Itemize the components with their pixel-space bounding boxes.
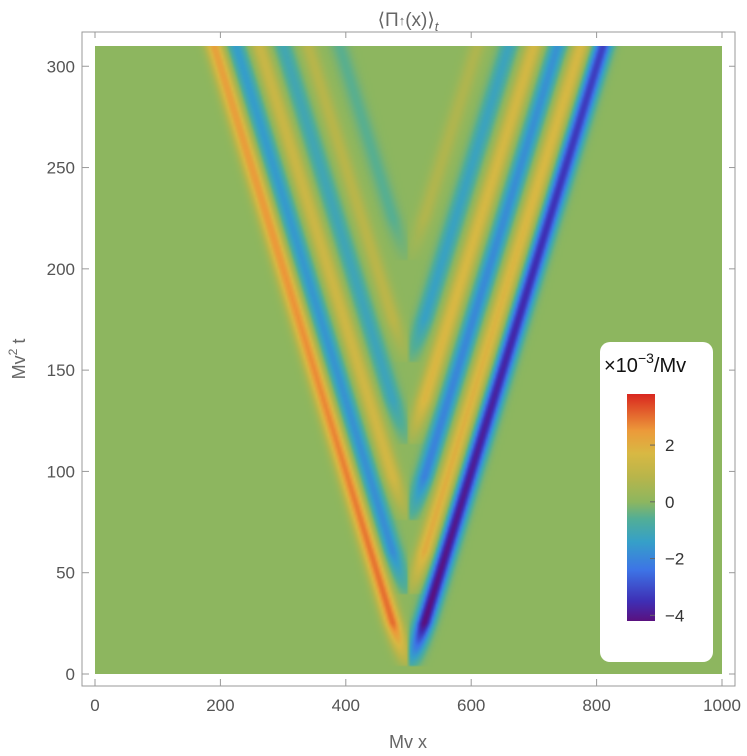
x-tick-label: 800	[582, 696, 610, 715]
x-tick-label: 600	[457, 696, 485, 715]
colorbar-panel	[600, 342, 713, 662]
colorbar-tick-label: −2	[665, 550, 684, 569]
colorbar-title: ×10−3/Mv	[604, 350, 686, 377]
frame	[81, 31, 736, 687]
x-axis-ticks: 0 200 400 600 800 1000	[90, 32, 741, 715]
x-tick-label: 400	[332, 696, 360, 715]
y-tick-label: 50	[56, 564, 75, 583]
colorbar-ticks: 2 0 −2 −4	[650, 436, 684, 625]
colorbar-tick-label: 0	[665, 493, 674, 512]
x-axis-label: Mv x	[389, 732, 427, 752]
colorbar-tick-label: 2	[665, 436, 674, 455]
y-tick-label: 300	[47, 57, 75, 76]
y-tick-label: 0	[66, 665, 75, 684]
y-tick-label: 100	[47, 462, 75, 481]
y-tick-label: 200	[47, 260, 75, 279]
y-axis-ticks: 0 50 100 150 200 250 300	[47, 57, 735, 684]
x-tick-label: 0	[90, 696, 99, 715]
colorbar-legend: ×10−3/Mv 2 0 −2 −4	[600, 342, 713, 662]
y-axis-label: Mv2 t	[6, 339, 29, 380]
chart-title: ⟨Π↑(x)⟩t	[378, 10, 440, 34]
colorbar-tick-label: −4	[665, 606, 684, 625]
x-tick-label: 200	[206, 696, 234, 715]
y-tick-label: 250	[47, 159, 75, 178]
x-tick-label: 1000	[703, 696, 741, 715]
y-tick-label: 150	[47, 361, 75, 380]
colorbar-bar	[627, 394, 655, 621]
